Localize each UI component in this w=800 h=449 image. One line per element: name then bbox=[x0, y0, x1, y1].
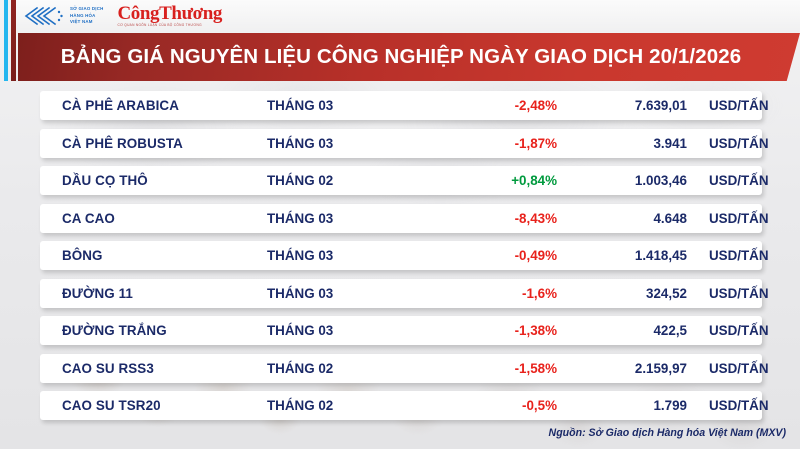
delivery-month: THÁNG 03 bbox=[267, 323, 334, 338]
mxv-logo-text: SỞ GIAO DỊCH HÀNG HÓA VIỆT NAM bbox=[70, 6, 103, 25]
price-unit: USD/TẤN bbox=[709, 173, 769, 188]
price-change: +0,84% bbox=[511, 173, 557, 188]
delivery-month: THÁNG 02 bbox=[267, 360, 334, 376]
table-row[interactable]: ĐƯỜNG 11 THÁNG 03 -1,6% 324,52 USD/TẤN bbox=[40, 278, 769, 308]
price-unit: USD/TẤN bbox=[709, 398, 769, 413]
delivery-month: THÁNG 03 bbox=[267, 210, 334, 226]
title-banner: BẢNG GIÁ NGUYÊN LIỆU CÔNG NGHIỆP NGÀY GI… bbox=[18, 33, 800, 81]
table-row[interactable]: CAO SU RSS3 THÁNG 02 -1,58% 2.159,97 USD/TẤN bbox=[40, 353, 769, 383]
commodity-name: ĐƯỜNG TRẮNG bbox=[62, 323, 167, 338]
price-change: -1,87% bbox=[514, 135, 557, 151]
cong-thuong-logo[interactable]: CôngThương CƠ QUAN NGÔN LUẬN CỦA BỘ CÔNG… bbox=[117, 4, 222, 27]
price-unit: USD/TẤN bbox=[709, 323, 769, 338]
price-change: -0,49% bbox=[514, 248, 557, 263]
table-row[interactable]: CAO SU TSR20 THÁNG 02 -0,5% 1.799 USD/TẤN bbox=[40, 391, 769, 420]
mxv-chevron-wave-logo-icon bbox=[24, 6, 63, 26]
price-value: 7.639,01 bbox=[634, 98, 687, 113]
mxv-logo-line-3: VIỆT NAM bbox=[70, 19, 93, 25]
price-change: -1,6% bbox=[522, 285, 557, 301]
cong-thuong-wordmark: CôngThương bbox=[117, 3, 222, 25]
table-row[interactable]: DẦU CỌ THÔ THÁNG 02 +0,84% 1.003,46 USD/TẤN bbox=[40, 166, 769, 195]
price-value: 4.648 bbox=[653, 210, 687, 226]
table-row[interactable]: CÀ PHÊ ARABICA THÁNG 03 -2,48% 7.639,01 USD/… bbox=[40, 91, 769, 120]
delivery-month: THÁNG 03 bbox=[267, 285, 334, 301]
header-bar: SỞ GIAO DỊCH HÀNG HÓA VIỆT NAM CôngThươn… bbox=[16, 0, 800, 32]
cong-thuong-tagline: CƠ QUAN NGÔN LUẬN CỦA BỘ CÔNG THƯƠNG bbox=[117, 23, 202, 28]
price-unit: USD/TẤN bbox=[709, 210, 769, 226]
mxv-logo[interactable]: SỞ GIAO DỊCH HÀNG HÓA VIỆT NAM bbox=[22, 5, 103, 27]
price-unit: USD/TẤN bbox=[709, 285, 769, 301]
delivery-month: THÁNG 02 bbox=[267, 173, 334, 188]
delivery-month: THÁNG 02 bbox=[267, 398, 334, 413]
table-row[interactable]: ĐƯỜNG TRẮNG THÁNG 03 -1,38% 422,5 USD/TẤN bbox=[40, 316, 769, 345]
commodity-name: CAO SU TSR20 bbox=[62, 398, 161, 413]
mxv-logo-line-1: SỞ GIAO DỊCH bbox=[70, 6, 104, 12]
price-value: 324,52 bbox=[646, 285, 687, 301]
price-unit: USD/TẤN bbox=[709, 360, 769, 376]
commodity-name: CA CAO bbox=[62, 210, 115, 226]
commodity-name: BÔNG bbox=[62, 248, 103, 263]
commodity-name: CÀ PHÊ ROBUSTA bbox=[62, 135, 183, 151]
page-title: BẢNG GIÁ NGUYÊN LIỆU CÔNG NGHIỆP NGÀY GI… bbox=[60, 45, 742, 68]
price-value: 1.799 bbox=[653, 398, 687, 413]
delivery-month: THÁNG 03 bbox=[267, 135, 334, 151]
price-value: 1.418,45 bbox=[634, 248, 687, 263]
price-change: -8,43% bbox=[514, 210, 557, 226]
table-row[interactable]: BÔNG THÁNG 03 -0,49% 1.418,45 USD/TẤN bbox=[40, 241, 769, 270]
price-value: 1.003,46 bbox=[634, 173, 687, 188]
table-row[interactable]: CÀ PHÊ ROBUSTA THÁNG 03 -1,87% 3.941 USD/TẤN bbox=[40, 128, 769, 158]
commodity-price-table: CÀ PHÊ ARABICA THÁNG 03 -2,48% 7.639,01 USD/… bbox=[40, 91, 769, 429]
price-change: -0,5% bbox=[522, 398, 557, 413]
price-value: 3.941 bbox=[653, 135, 687, 151]
commodity-name: ĐƯỜNG 11 bbox=[62, 285, 133, 301]
delivery-month: THÁNG 03 bbox=[267, 98, 334, 113]
commodity-name: CÀ PHÊ ARABICA bbox=[62, 98, 179, 113]
commodity-name: CAO SU RSS3 bbox=[62, 360, 154, 376]
accent-stripe-cyan bbox=[4, 0, 8, 81]
commodity-name: DẦU CỌ THÔ bbox=[62, 173, 148, 188]
price-value: 422,5 bbox=[653, 323, 687, 338]
table-row[interactable]: CA CAO THÁNG 03 -8,43% 4.648 USD/TẤN bbox=[40, 203, 769, 233]
price-change: -2,48% bbox=[514, 98, 557, 113]
source-credit: Nguồn: Sở Giao dịch Hàng hóa Việt Nam (M… bbox=[548, 427, 786, 439]
delivery-month: THÁNG 03 bbox=[267, 248, 334, 263]
price-change: -1,38% bbox=[514, 323, 557, 338]
price-value: 2.159,97 bbox=[634, 360, 687, 376]
price-unit: USD/TẤN bbox=[709, 135, 769, 151]
mxv-logo-line-2: HÀNG HÓA bbox=[70, 12, 96, 18]
price-unit: USD/TẤN bbox=[709, 248, 769, 263]
price-unit: USD/TẤN bbox=[709, 98, 769, 113]
price-change: -1,58% bbox=[514, 360, 557, 376]
